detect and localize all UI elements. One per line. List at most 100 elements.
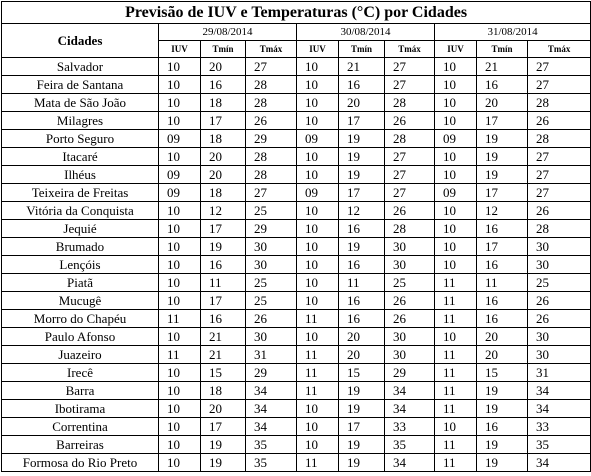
city-name: Ilhéus bbox=[1, 165, 159, 184]
city-row: Salvador 10 20 27 10 21 27 10 21 27 bbox=[1, 57, 591, 76]
value-cell: 10 bbox=[434, 75, 477, 94]
value-cell: 27 bbox=[384, 57, 435, 76]
date-row: Cidades 29/08/2014 30/08/2014 31/08/2014 bbox=[1, 23, 591, 58]
value-cell: 16 bbox=[476, 219, 528, 238]
city-row: Formosa do Rio Preto 10 19 35 11 19 34 11 19 34 bbox=[1, 453, 591, 472]
city-row: Juazeiro 11 21 31 11 20 30 11 20 30 bbox=[1, 345, 591, 364]
value-cell: 10 bbox=[158, 273, 201, 292]
value-cell: 10 bbox=[158, 111, 201, 130]
value-cell: 30 bbox=[526, 255, 591, 274]
value-cell: 17 bbox=[338, 183, 385, 202]
city-row: Paulo Afonso 10 21 30 10 20 30 10 20 30 bbox=[1, 327, 591, 346]
value-cell: 30 bbox=[384, 327, 435, 346]
city-row: Brumado 10 19 30 10 19 30 10 17 30 bbox=[1, 237, 591, 256]
city-name: Teixeira de Freitas bbox=[1, 183, 159, 202]
value-cell: 10 bbox=[296, 93, 339, 112]
city-name: Mata de São João bbox=[1, 93, 159, 112]
value-cell: 20 bbox=[476, 93, 528, 112]
value-cell: 10 bbox=[434, 147, 477, 166]
value-cell: 19 bbox=[476, 381, 528, 400]
value-cell: 10 bbox=[158, 435, 201, 454]
value-cell: 28 bbox=[384, 219, 435, 238]
value-cell: 20 bbox=[476, 327, 528, 346]
value-cell: 10 bbox=[158, 381, 201, 400]
value-cell: 10 bbox=[296, 435, 339, 454]
value-cell: 10 bbox=[434, 417, 477, 436]
value-cell: 27 bbox=[384, 75, 435, 94]
city-name: Salvador bbox=[1, 57, 159, 76]
value-cell: 34 bbox=[384, 453, 435, 472]
value-cell: 25 bbox=[245, 273, 297, 292]
value-cell: 10 bbox=[158, 237, 201, 256]
value-cell: 10 bbox=[434, 327, 477, 346]
value-cell: 11 bbox=[296, 381, 339, 400]
value-cell: 17 bbox=[476, 183, 528, 202]
value-cell: 25 bbox=[526, 273, 591, 292]
value-cell: 26 bbox=[526, 111, 591, 130]
value-cell: 09 bbox=[296, 183, 339, 202]
value-cell: 20 bbox=[200, 165, 246, 184]
value-cell: 10 bbox=[296, 165, 339, 184]
value-cell: 27 bbox=[526, 183, 591, 202]
value-cell: 25 bbox=[245, 201, 297, 220]
value-cell: 18 bbox=[200, 381, 246, 400]
city-name: Porto Seguro bbox=[1, 129, 159, 148]
city-name: Barreiras bbox=[1, 435, 159, 454]
column-header: Tmín bbox=[338, 40, 385, 58]
city-row: Porto Seguro 09 18 29 09 19 28 09 19 28 bbox=[1, 129, 591, 148]
value-cell: 16 bbox=[338, 291, 385, 310]
value-cell: 10 bbox=[434, 93, 477, 112]
value-cell: 16 bbox=[476, 417, 528, 436]
value-cell: 10 bbox=[434, 201, 477, 220]
table-title: Previsão de IUV e Temperaturas (°C) por … bbox=[0, 1, 591, 24]
table-head: Previsão de IUV e Temperaturas (°C) por … bbox=[0, 1, 591, 58]
value-cell: 10 bbox=[158, 201, 201, 220]
value-cell: 18 bbox=[200, 93, 246, 112]
value-cell: 18 bbox=[200, 183, 246, 202]
value-cell: 16 bbox=[338, 75, 385, 94]
city-row: Vitória da Conquista 10 12 25 10 12 26 10 12 26 bbox=[1, 201, 591, 220]
column-header: IUV bbox=[158, 40, 201, 58]
value-cell: 34 bbox=[526, 381, 591, 400]
value-cell: 19 bbox=[338, 381, 385, 400]
value-cell: 11 bbox=[434, 381, 477, 400]
city-name: Mucugê bbox=[1, 291, 159, 310]
city-row: Teixeira de Freitas 09 18 27 09 17 27 09 17 27 bbox=[1, 183, 591, 202]
value-cell: 29 bbox=[245, 363, 297, 382]
value-cell: 15 bbox=[476, 363, 528, 382]
city-name: Brumado bbox=[1, 237, 159, 256]
value-cell: 21 bbox=[476, 57, 528, 76]
value-cell: 11 bbox=[434, 345, 477, 364]
value-cell: 11 bbox=[434, 309, 477, 328]
value-cell: 10 bbox=[296, 399, 339, 418]
city-row: Morro do Chapéu 11 16 26 11 16 26 11 16 26 bbox=[1, 309, 591, 328]
value-cell: 34 bbox=[384, 381, 435, 400]
value-cell: 27 bbox=[245, 57, 297, 76]
value-cell: 19 bbox=[476, 129, 528, 148]
value-cell: 11 bbox=[434, 291, 477, 310]
city-name: Piatã bbox=[1, 273, 159, 292]
value-cell: 16 bbox=[338, 255, 385, 274]
value-cell: 34 bbox=[384, 399, 435, 418]
value-cell: 31 bbox=[526, 363, 591, 382]
value-cell: 28 bbox=[526, 219, 591, 238]
value-cell: 19 bbox=[338, 435, 385, 454]
value-cell: 26 bbox=[526, 201, 591, 220]
city-row: Milagres 10 17 26 10 17 26 10 17 26 bbox=[1, 111, 591, 130]
value-cell: 10 bbox=[158, 417, 201, 436]
value-cell: 34 bbox=[526, 453, 591, 472]
value-cell: 28 bbox=[245, 75, 297, 94]
value-cell: 10 bbox=[434, 165, 477, 184]
city-name: Correntina bbox=[1, 417, 159, 436]
value-cell: 16 bbox=[476, 309, 528, 328]
value-cell: 19 bbox=[200, 453, 246, 472]
value-cell: 10 bbox=[434, 111, 477, 130]
value-cell: 20 bbox=[200, 147, 246, 166]
city-name: Irecê bbox=[1, 363, 159, 382]
value-cell: 16 bbox=[476, 255, 528, 274]
value-cell: 11 bbox=[434, 435, 477, 454]
value-cell: 10 bbox=[434, 237, 477, 256]
value-cell: 34 bbox=[245, 399, 297, 418]
city-name: Paulo Afonso bbox=[1, 327, 159, 346]
